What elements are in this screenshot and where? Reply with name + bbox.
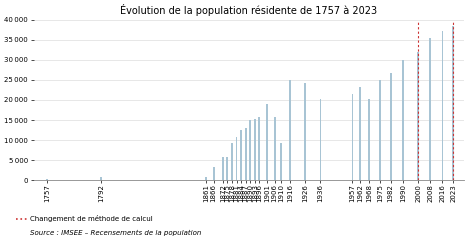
Bar [320, 99, 322, 180]
Text: Source : IMSEE – Recensements de la population: Source : IMSEE – Recensements de la popu… [30, 230, 202, 236]
Bar [274, 117, 276, 180]
Bar [213, 167, 214, 180]
Bar [100, 177, 102, 180]
Bar [266, 104, 268, 180]
Bar [379, 80, 381, 180]
Bar [235, 137, 237, 180]
Title: Évolution de la population résidente de 1757 à 2023: Évolution de la population résidente de … [120, 4, 377, 16]
Bar [240, 130, 242, 180]
Bar [417, 52, 419, 180]
Bar [280, 142, 282, 180]
Bar [227, 156, 228, 180]
Bar [254, 119, 256, 180]
Bar [452, 26, 454, 180]
Bar [390, 73, 392, 180]
Bar [249, 120, 251, 180]
Bar [258, 117, 260, 180]
Bar [222, 157, 224, 180]
Bar [368, 99, 370, 180]
Bar [245, 128, 247, 180]
Bar [402, 60, 404, 180]
Bar [359, 87, 361, 180]
Bar [231, 142, 233, 180]
Bar [304, 83, 306, 180]
Bar [429, 38, 431, 180]
Bar [442, 31, 443, 180]
Bar [46, 179, 48, 180]
Bar [289, 80, 291, 180]
Text: Changement de méthode de calcul: Changement de méthode de calcul [30, 215, 153, 222]
Bar [205, 177, 207, 180]
Bar [351, 94, 353, 180]
